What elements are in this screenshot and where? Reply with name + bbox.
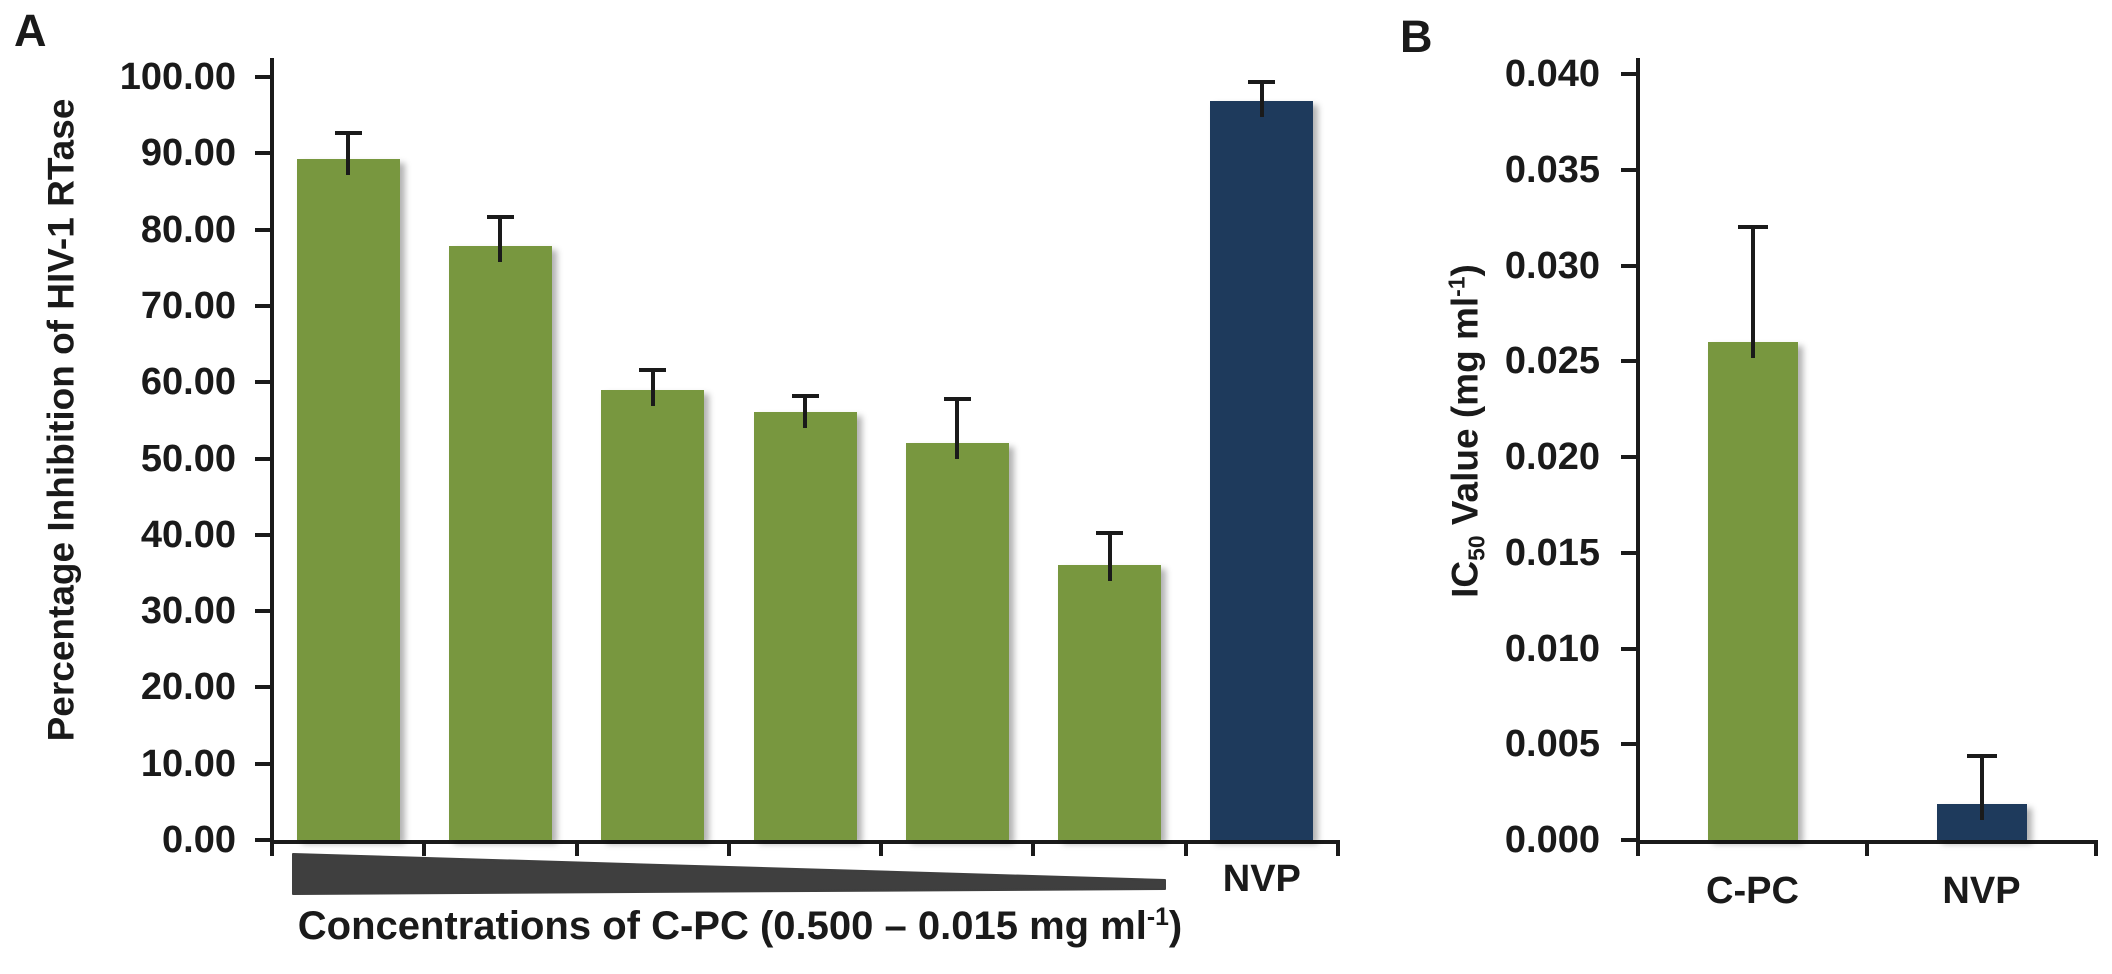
- y-tick-label: 0.000: [1504, 819, 1600, 861]
- x-axis-tick: [1865, 842, 1869, 856]
- y-tick-label: 0.010: [1504, 627, 1600, 670]
- y-tick-label: 0.015: [1504, 531, 1600, 574]
- x-axis-tick: [1636, 842, 1640, 856]
- x-axis-tick: [1336, 842, 1340, 856]
- bar-a5: [905, 443, 1009, 840]
- y-axis-tick: [1621, 359, 1638, 364]
- bar-NVP: [1210, 101, 1314, 840]
- y-axis-tick: [255, 761, 272, 766]
- sup-text: -1: [1444, 276, 1471, 297]
- x-axis-tick: [726, 842, 731, 856]
- y-axis-tick: [255, 227, 272, 232]
- error-bar-cap: [1096, 530, 1124, 535]
- x-axis-tick: [270, 842, 274, 856]
- category-label-c-pc: C-PC: [1706, 870, 1799, 912]
- x-axis-line: [270, 840, 1340, 844]
- y-axis-tick: [1621, 742, 1638, 747]
- y-axis-tick: [1621, 455, 1638, 459]
- category-label-nvp: NVP: [1222, 858, 1301, 900]
- y-axis-tick: [1621, 646, 1638, 651]
- label-text: Concentrations of C-PC (0.500 – 0.015 mg…: [297, 904, 1147, 948]
- bar-a4: [753, 411, 857, 840]
- y-axis-tick: [255, 151, 272, 156]
- y-tick-label: 50.00: [140, 437, 236, 480]
- label-text: ): [1168, 904, 1183, 948]
- y-tick-label: 0.035: [1504, 148, 1600, 191]
- y-tick-label: 0.020: [1504, 436, 1600, 478]
- error-bar-cap: [486, 215, 514, 220]
- y-tick-label: 0.040: [1504, 53, 1600, 95]
- bar-a1: [296, 159, 400, 840]
- y-axis-tick: [1621, 550, 1638, 555]
- y-tick-label: 70.00: [140, 284, 236, 327]
- bar-a2: [448, 245, 552, 840]
- bar-C-PC: [1707, 342, 1798, 840]
- error-bar-cap: [1966, 753, 1997, 758]
- y-tick-label: 90.00: [140, 132, 236, 175]
- y-tick-label: 80.00: [140, 208, 236, 251]
- error-bar-line: [1259, 81, 1264, 118]
- label-text: ): [1444, 264, 1486, 277]
- error-bar-line: [650, 369, 655, 406]
- y-tick-label: 0.005: [1504, 723, 1600, 766]
- y-tick-label: 30.00: [140, 590, 236, 633]
- y-tick-label: 0.00: [162, 819, 236, 861]
- x-axis-tick: [879, 842, 884, 856]
- label-text: Value (mg ml: [1444, 296, 1486, 536]
- y-axis-line: [270, 58, 274, 844]
- y-axis-tick: [255, 685, 272, 690]
- y-tick-label: 60.00: [140, 361, 236, 404]
- x-axis-tick: [2094, 842, 2098, 856]
- panel-a-label: A: [14, 5, 47, 56]
- y-axis-line: [1636, 58, 1640, 844]
- bar-a6: [1058, 565, 1162, 840]
- x-axis-title: Concentrations of C-PC (0.500 – 0.015 mg…: [298, 904, 1183, 948]
- error-bar-cap: [1737, 225, 1768, 230]
- y-tick-label: 100.00: [119, 56, 236, 98]
- y-axis-tick: [1621, 838, 1638, 842]
- y-tick-label: 40.00: [140, 513, 236, 556]
- x-axis-tick: [1031, 842, 1036, 856]
- y-axis-tick: [255, 532, 272, 537]
- y-axis-tick: [255, 456, 272, 461]
- y-tick-label: 0.025: [1504, 340, 1600, 383]
- x-axis-tick: [574, 842, 579, 856]
- error-bar-cap: [1248, 79, 1276, 84]
- error-bar-line: [1979, 755, 1984, 820]
- category-label-nvp: NVP: [1942, 870, 2021, 912]
- error-bar-line: [346, 133, 351, 176]
- error-bar-cap: [334, 131, 362, 136]
- error-bar-cap: [943, 396, 971, 401]
- error-bar-line: [1750, 227, 1755, 359]
- sup-text: -1: [1146, 904, 1169, 932]
- y-axis-tick: [255, 303, 272, 308]
- y-tick-label: 0.030: [1504, 244, 1600, 287]
- error-bar-line: [803, 395, 807, 428]
- y-tick-label: 20.00: [140, 666, 236, 709]
- error-bar-cap: [639, 367, 667, 372]
- panel-b-label: B: [1400, 11, 1433, 62]
- label-text: IC: [1444, 560, 1486, 598]
- sub-text: 50: [1463, 535, 1490, 561]
- error-bar-line: [1107, 532, 1112, 582]
- error-bar-line: [498, 217, 503, 262]
- decreasing-concentration-wedge: [289, 853, 1171, 904]
- y-axis-tick: [255, 609, 272, 614]
- y-tick-label: 10.00: [140, 742, 236, 785]
- y-axis-tick: [1621, 263, 1638, 268]
- error-bar-line: [955, 398, 960, 460]
- y-axis-tick: [255, 75, 272, 79]
- bar-a3: [601, 389, 705, 840]
- y-axis-tick: [255, 380, 272, 385]
- x-axis-tick: [422, 842, 427, 856]
- y-axis-tick: [255, 838, 272, 842]
- y-axis-title: IC50 Value (mg ml-1): [1444, 264, 1490, 598]
- error-bar-cap: [791, 393, 819, 398]
- y-axis-tick: [1621, 167, 1638, 172]
- y-axis-tick: [1621, 72, 1638, 76]
- x-axis-tick: [1183, 842, 1188, 856]
